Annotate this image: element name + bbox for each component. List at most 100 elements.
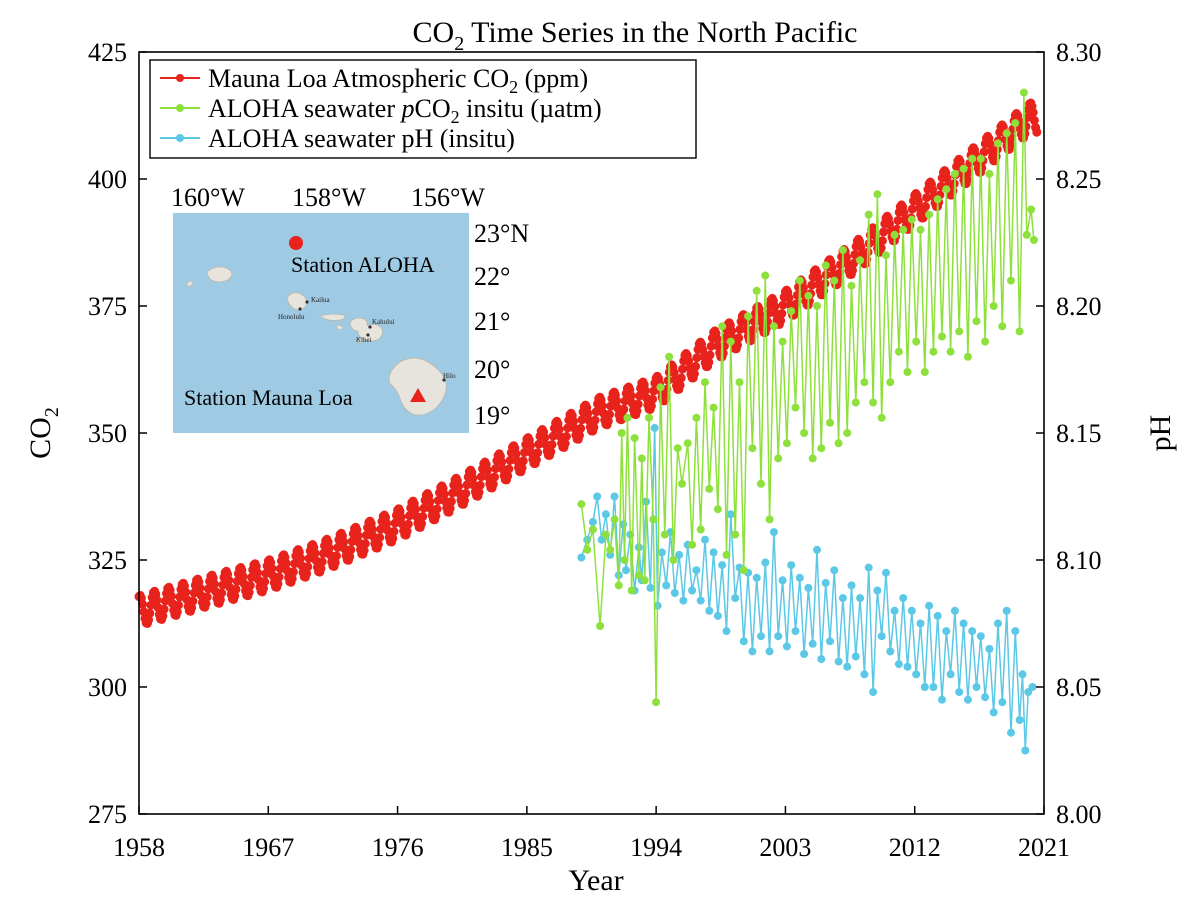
aloha-pco2-point bbox=[1019, 88, 1028, 97]
aloha-ph-point bbox=[679, 596, 688, 605]
aloha-pco2-point bbox=[606, 545, 615, 554]
mauna-loa-point bbox=[747, 332, 757, 342]
mauna-loa-point bbox=[648, 394, 658, 404]
mauna-loa-point bbox=[589, 422, 599, 432]
mauna-loa-point bbox=[899, 208, 909, 217]
aloha-pco2-point bbox=[692, 413, 701, 422]
mauna-loa-point bbox=[632, 406, 642, 416]
aloha-pco2-point bbox=[938, 332, 946, 341]
town-dot-hilo bbox=[442, 378, 446, 382]
aloha-ph-point bbox=[593, 492, 602, 501]
mauna-loa-point bbox=[603, 416, 613, 426]
aloha-pco2-point bbox=[838, 246, 847, 255]
mauna-loa-point bbox=[231, 584, 241, 594]
aloha-pco2-point bbox=[617, 429, 626, 437]
mauna-loa-point bbox=[475, 480, 485, 490]
mauna-loa-point bbox=[893, 216, 903, 225]
aloha-ph-point bbox=[920, 683, 929, 691]
legend-dot-aloha-pco2 bbox=[176, 104, 184, 112]
aloha-ph-point bbox=[946, 670, 955, 679]
aloha-ph-point bbox=[765, 647, 774, 656]
aloha-ph-point bbox=[795, 573, 804, 582]
mauna-loa-point bbox=[375, 533, 385, 543]
aloha-ph-point bbox=[622, 566, 630, 575]
mauna-loa-point bbox=[353, 531, 363, 541]
aloha-ph-point bbox=[1011, 627, 1020, 636]
mauna-loa-point bbox=[784, 293, 794, 303]
mauna-loa-point bbox=[620, 396, 630, 406]
mauna-loa-point bbox=[848, 266, 857, 275]
mauna-loa-point bbox=[503, 471, 513, 481]
mauna-loa-point bbox=[218, 580, 228, 590]
chart-title: CO2 Time Series in the North Pacific bbox=[413, 16, 858, 55]
legend-box bbox=[149, 59, 697, 159]
aloha-ph-point bbox=[769, 528, 778, 537]
aloha-pco2-point bbox=[688, 540, 697, 549]
mauna-loa-point bbox=[488, 479, 498, 489]
aloha-pco2-point bbox=[899, 225, 908, 234]
mauna-loa-point bbox=[224, 575, 234, 585]
map-lat-label-20: 20° bbox=[474, 355, 510, 384]
mauna-loa-point bbox=[755, 310, 765, 320]
mauna-loa-point bbox=[520, 447, 529, 457]
mauna-loa-point bbox=[425, 497, 435, 507]
mauna-loa-point bbox=[798, 283, 808, 293]
x-tick-label: 1967 bbox=[242, 833, 294, 862]
mauna-loa-point bbox=[591, 407, 601, 417]
aloha-pco2-point bbox=[787, 307, 796, 316]
mauna-loa-point bbox=[175, 592, 185, 602]
map-lon-label-160w: 160°W bbox=[171, 183, 245, 212]
aloha-ph-point bbox=[899, 594, 908, 603]
aloha-pco2-point bbox=[640, 576, 649, 585]
aloha-ph-point bbox=[877, 632, 886, 641]
town-label-honolulu: Honolulu bbox=[278, 313, 305, 321]
aloha-pco2-point bbox=[627, 586, 636, 595]
aloha-pco2-point bbox=[652, 698, 661, 707]
mauna-loa-point bbox=[619, 404, 629, 414]
aloha-pco2-point bbox=[946, 347, 955, 356]
aloha-ph-point bbox=[808, 639, 817, 648]
aloha-ph-point bbox=[826, 637, 834, 646]
mauna-loa-point bbox=[273, 579, 283, 589]
mauna-loa-point bbox=[288, 567, 298, 577]
aloha-pco2-point bbox=[869, 398, 878, 407]
mauna-loa-point bbox=[345, 552, 355, 562]
aloha-ph-point bbox=[873, 586, 882, 595]
mauna-loa-point bbox=[244, 587, 254, 597]
aloha-pco2-point bbox=[929, 347, 938, 356]
aloha-ph-point bbox=[688, 586, 697, 595]
aloha-pco2-point bbox=[886, 378, 895, 387]
aloha-ph-point bbox=[959, 619, 968, 628]
mauna-loa-point bbox=[1006, 140, 1015, 150]
map-lon-label-158w: 158°W bbox=[292, 183, 366, 212]
aloha-pco2-point bbox=[735, 378, 744, 387]
aloha-ph-point bbox=[821, 578, 830, 587]
aloha-pco2-point bbox=[739, 566, 748, 575]
mauna-loa-point bbox=[146, 600, 156, 610]
aloha-pco2-point bbox=[795, 276, 804, 285]
mauna-loa-point bbox=[962, 175, 972, 184]
mauna-loa-point bbox=[977, 163, 987, 173]
mauna-loa-point bbox=[770, 302, 780, 312]
mauna-loa-point bbox=[324, 543, 334, 553]
aloha-ph-point bbox=[834, 657, 843, 666]
aloha-pco2-point bbox=[890, 230, 899, 239]
aloha-ph-point bbox=[886, 647, 895, 656]
aloha-ph-point bbox=[610, 492, 619, 501]
aloha-pco2-point bbox=[834, 439, 843, 448]
aloha-ph-point bbox=[968, 627, 977, 636]
mauna-loa-point bbox=[310, 548, 320, 558]
aloha-pco2-point bbox=[620, 556, 629, 564]
island-maui bbox=[349, 317, 383, 342]
aloha-pco2-point bbox=[1027, 205, 1036, 214]
left-y-tick-label: 275 bbox=[88, 800, 127, 829]
aloha-ph-point bbox=[601, 510, 610, 519]
mauna-loa-point bbox=[849, 258, 859, 268]
aloha-pco2-point bbox=[817, 444, 826, 453]
aloha-pco2-point bbox=[722, 550, 731, 559]
mauna-loa-point bbox=[201, 599, 211, 609]
mauna-loa-point bbox=[238, 571, 248, 581]
aloha-ph-point bbox=[761, 558, 770, 567]
aloha-pco2-point bbox=[998, 322, 1007, 331]
aloha-pco2-point bbox=[718, 322, 727, 331]
